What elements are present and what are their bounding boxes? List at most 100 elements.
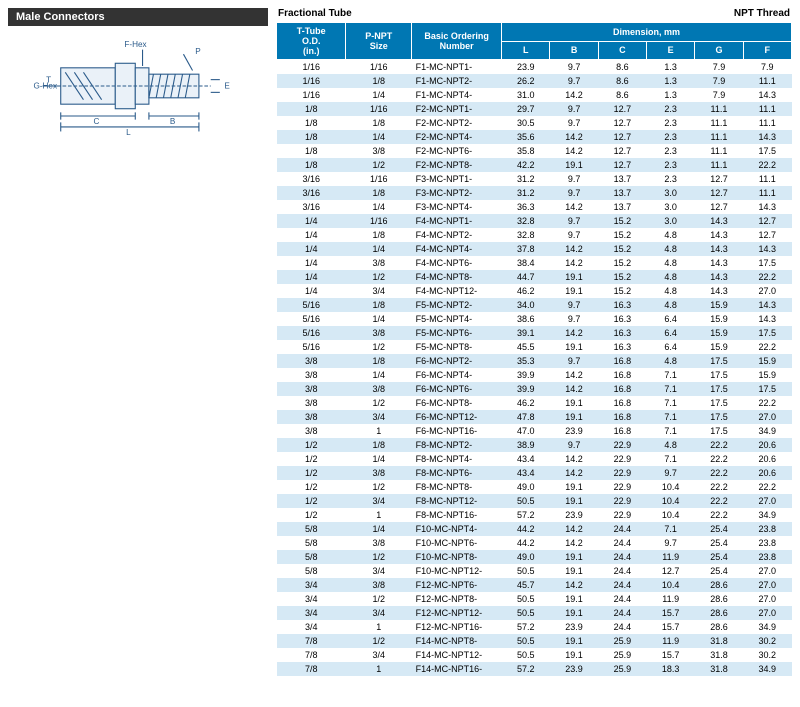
table-row: 1/81/16F2-MC-NPT1-29.79.712.72.311.111.1: [277, 102, 792, 116]
cell: 46.2: [502, 396, 550, 410]
cell: 17.5: [695, 368, 743, 382]
cell: 17.5: [743, 144, 791, 158]
cell: 15.9: [743, 368, 791, 382]
cell: F8-MC-NPT12-: [412, 494, 502, 508]
cell: 19.1: [550, 396, 598, 410]
cell: 14.3: [743, 312, 791, 326]
cell: 3/16: [277, 200, 346, 214]
cell: F14-MC-NPT8-: [412, 634, 502, 648]
cell: 32.8: [502, 214, 550, 228]
cell: 12.7: [598, 116, 646, 130]
top-left-label: Fractional Tube: [278, 8, 352, 19]
cell: 17.5: [743, 326, 791, 340]
cell: F6-MC-NPT4-: [412, 368, 502, 382]
cell: 27.0: [743, 410, 791, 424]
cell: 1/2: [346, 480, 412, 494]
cell: 7.1: [647, 452, 695, 466]
cell: 27.0: [743, 494, 791, 508]
cell: 14.3: [695, 228, 743, 242]
cell: 29.7: [502, 102, 550, 116]
cell: 3/4: [346, 284, 412, 298]
cell: 17.5: [695, 382, 743, 396]
cell: 1/2: [277, 480, 346, 494]
cell: 10.4: [647, 494, 695, 508]
cell: F5-MC-NPT6-: [412, 326, 502, 340]
cell: 13.7: [598, 186, 646, 200]
cell: F14-MC-NPT12-: [412, 648, 502, 662]
cell: F6-MC-NPT16-: [412, 424, 502, 438]
cell: 2.3: [647, 144, 695, 158]
cell: 14.3: [743, 242, 791, 256]
cell: 22.2: [695, 480, 743, 494]
cell: 1/2: [277, 494, 346, 508]
cell: 12.7: [743, 214, 791, 228]
cell: 1/4: [277, 242, 346, 256]
cell: F5-MC-NPT2-: [412, 298, 502, 312]
cell: 1.3: [647, 74, 695, 88]
cell: 15.9: [695, 298, 743, 312]
cell: 23.9: [502, 60, 550, 75]
cell: 28.6: [695, 620, 743, 634]
table-row: 3/81/2F6-MC-NPT8-46.219.116.87.117.522.2: [277, 396, 792, 410]
cell: 7/8: [277, 634, 346, 648]
cell: 9.7: [647, 466, 695, 480]
cell: 1/2: [346, 592, 412, 606]
cell: 50.5: [502, 606, 550, 620]
cell: 1/8: [277, 158, 346, 172]
cell: 28.6: [695, 578, 743, 592]
cell: 57.2: [502, 620, 550, 634]
cell: 3/8: [346, 256, 412, 270]
cell: 1/8: [346, 438, 412, 452]
cell: 45.5: [502, 340, 550, 354]
table-row: 1/43/4F4-MC-NPT12-46.219.115.24.814.327.…: [277, 284, 792, 298]
table-row: 3/43/8F12-MC-NPT6-45.714.224.410.428.627…: [277, 578, 792, 592]
cell: 1/4: [346, 88, 412, 102]
th-dim-c: C: [598, 41, 646, 60]
cell: 14.2: [550, 522, 598, 536]
cell: F5-MC-NPT4-: [412, 312, 502, 326]
cell: F4-MC-NPT2-: [412, 228, 502, 242]
cell: 2.3: [647, 158, 695, 172]
table-row: 1/81/4F2-MC-NPT4-35.614.212.72.311.114.3: [277, 130, 792, 144]
cell: 19.1: [550, 550, 598, 564]
cell: 7/8: [277, 662, 346, 676]
cell: F4-MC-NPT4-: [412, 242, 502, 256]
cell: 22.9: [598, 452, 646, 466]
cell: 1/8: [346, 354, 412, 368]
cell: F12-MC-NPT16-: [412, 620, 502, 634]
table-row: 1/161/8F1-MC-NPT2-26.29.78.61.37.911.1: [277, 74, 792, 88]
cell: 45.7: [502, 578, 550, 592]
cell: 12.7: [598, 144, 646, 158]
cell: F8-MC-NPT2-: [412, 438, 502, 452]
cell: 24.4: [598, 592, 646, 606]
cell: 16.8: [598, 424, 646, 438]
table-row: 5/161/4F5-MC-NPT4-38.69.716.36.415.914.3: [277, 312, 792, 326]
cell: 14.2: [550, 536, 598, 550]
cell: 16.3: [598, 340, 646, 354]
cell: F12-MC-NPT12-: [412, 606, 502, 620]
cell: 25.4: [695, 564, 743, 578]
cell: 15.9: [743, 354, 791, 368]
table-row: 1/43/8F4-MC-NPT6-38.414.215.24.814.317.5: [277, 256, 792, 270]
cell: 19.1: [550, 564, 598, 578]
cell: 9.7: [647, 536, 695, 550]
table-row: 3/161/4F3-MC-NPT4-36.314.213.73.012.714.…: [277, 200, 792, 214]
cell: 15.9: [695, 312, 743, 326]
cell: 28.6: [695, 592, 743, 606]
cell: 1/2: [346, 340, 412, 354]
cell: 15.9: [695, 340, 743, 354]
cell: 11.1: [743, 102, 791, 116]
cell: 14.3: [743, 88, 791, 102]
table-row: 3/43/4F12-MC-NPT12-50.519.124.415.728.62…: [277, 606, 792, 620]
table-row: 5/83/4F10-MC-NPT12-50.519.124.412.725.42…: [277, 564, 792, 578]
cell: 19.1: [550, 634, 598, 648]
cell: 25.4: [695, 522, 743, 536]
cell: 19.1: [550, 284, 598, 298]
cell: 3/8: [346, 578, 412, 592]
table-row: 3/83/8F6-MC-NPT6-39.914.216.87.117.517.5: [277, 382, 792, 396]
cell: 16.3: [598, 298, 646, 312]
cell: 14.2: [550, 382, 598, 396]
cell: 1/2: [346, 396, 412, 410]
cell: 11.1: [743, 186, 791, 200]
cell: 14.2: [550, 144, 598, 158]
